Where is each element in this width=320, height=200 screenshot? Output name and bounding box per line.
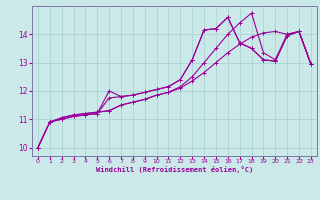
- X-axis label: Windchill (Refroidissement éolien,°C): Windchill (Refroidissement éolien,°C): [96, 166, 253, 173]
